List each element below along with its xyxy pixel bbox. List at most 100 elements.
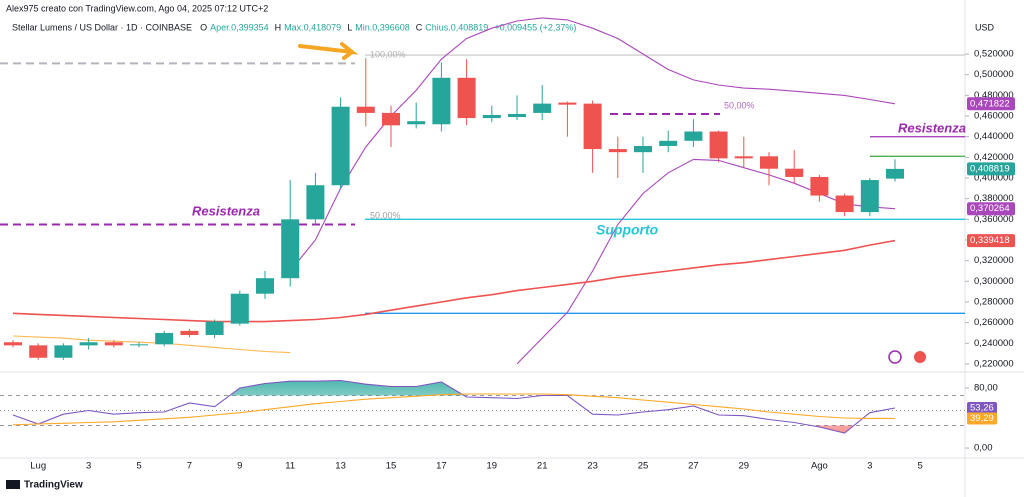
candle-body bbox=[558, 102, 577, 105]
symbol: Stellar Lumens / US Dollar · 1D · COINBA… bbox=[12, 22, 192, 32]
candle-body bbox=[659, 140, 678, 146]
quote-value: Max.0,418079 bbox=[284, 22, 341, 32]
candle-body bbox=[583, 103, 602, 150]
x-tick-label: 23 bbox=[587, 461, 598, 472]
y-tick-label: 0,300000 bbox=[974, 276, 1014, 287]
overbought-fill bbox=[13, 380, 895, 396]
x-tick-label: 5 bbox=[918, 461, 923, 472]
price-badge bbox=[967, 162, 1015, 176]
x-tick-label: 9 bbox=[237, 461, 242, 472]
candle-body bbox=[608, 149, 627, 153]
annotation: 100,00% bbox=[370, 49, 406, 59]
x-tick-label: 3 bbox=[867, 461, 872, 472]
candle-body bbox=[860, 180, 879, 213]
candle-body bbox=[29, 345, 48, 358]
candle-body bbox=[205, 321, 224, 336]
price-badge-label: 0,370264 bbox=[970, 203, 1010, 214]
annotation: Supporto bbox=[596, 222, 659, 238]
arrow bbox=[298, 42, 359, 60]
indicator-line bbox=[12, 239, 896, 323]
y-tick-label: 0,500000 bbox=[974, 69, 1014, 80]
annotation: Resistenza bbox=[192, 203, 260, 218]
rsi-badge-label: 39,29 bbox=[970, 413, 994, 424]
quote-key: H bbox=[275, 22, 282, 32]
x-tick-label: 3 bbox=[86, 461, 91, 472]
price-badge-label: 0,408819 bbox=[970, 163, 1010, 174]
candle-body bbox=[331, 106, 350, 186]
y-tick-label: 80,00 bbox=[974, 382, 998, 393]
tv-logo bbox=[6, 480, 20, 489]
quote-value: Min.0,396608 bbox=[355, 22, 410, 32]
candle-body bbox=[306, 185, 325, 220]
y-tick-label: 0,360000 bbox=[974, 214, 1014, 225]
annotation: 50,00% bbox=[724, 100, 755, 110]
candle-body bbox=[734, 156, 753, 159]
event-icon[interactable] bbox=[888, 350, 902, 364]
rsi-badge bbox=[967, 402, 997, 415]
indicator-line bbox=[516, 158, 896, 365]
y-tick-label: 0,260000 bbox=[974, 317, 1014, 328]
candle-body bbox=[382, 112, 400, 126]
candle-body bbox=[281, 219, 300, 279]
currency: USD bbox=[975, 22, 995, 32]
x-tick-label: 5 bbox=[136, 461, 141, 472]
y-tick-label: 0,440000 bbox=[974, 131, 1014, 142]
rsi-line bbox=[12, 379, 896, 434]
y-tick-label: 0,320000 bbox=[974, 255, 1014, 266]
candle-body bbox=[79, 342, 98, 346]
x-tick-label: 17 bbox=[436, 461, 447, 472]
price-badge-label: 0,339418 bbox=[970, 235, 1010, 246]
rsi-badge-label: 53,26 bbox=[970, 403, 994, 414]
candle-body bbox=[684, 131, 703, 141]
candle-body bbox=[709, 131, 728, 159]
candle-body bbox=[155, 332, 174, 345]
quote-change: +0,009455 (+2,37%) bbox=[494, 22, 576, 32]
price-pane bbox=[0, 17, 965, 365]
quote-key: L bbox=[347, 22, 352, 32]
candle-body bbox=[432, 77, 451, 125]
y-tick-label: 0,420000 bbox=[974, 152, 1014, 163]
y-tick-label: 0,380000 bbox=[974, 193, 1014, 204]
candle-body bbox=[230, 293, 249, 324]
quote-key: C bbox=[416, 22, 423, 32]
candle-body bbox=[886, 168, 904, 179]
x-tick-label: 25 bbox=[638, 461, 649, 472]
rsi-line bbox=[12, 393, 896, 426]
candle-body bbox=[835, 195, 854, 213]
candle-body bbox=[533, 103, 552, 113]
price-badge-label: 0,471822 bbox=[970, 98, 1010, 109]
flag-icon[interactable] bbox=[914, 351, 926, 363]
quote-key: O bbox=[200, 22, 207, 32]
x-tick-label: 19 bbox=[487, 461, 498, 472]
candle-body bbox=[180, 330, 199, 336]
x-tick-label: 21 bbox=[537, 461, 548, 472]
y-tick-label: 0,240000 bbox=[974, 338, 1014, 349]
x-tick-label: Lug bbox=[30, 461, 46, 472]
price-badge bbox=[967, 234, 1015, 248]
x-tick-label: 13 bbox=[335, 461, 346, 472]
x-tick-label: 7 bbox=[187, 461, 192, 472]
candle-body bbox=[760, 156, 778, 169]
x-tick-label: 27 bbox=[688, 461, 699, 472]
y-tick-label: 0,400000 bbox=[974, 173, 1014, 184]
indicator-line bbox=[12, 335, 291, 354]
price-badge bbox=[967, 97, 1015, 111]
quote-value: Chius.0,408819 bbox=[425, 22, 488, 32]
y-tick-label: 0,220000 bbox=[974, 358, 1014, 369]
candle-body bbox=[457, 77, 476, 119]
x-tick-label: 29 bbox=[739, 461, 750, 472]
y-tick-label: 0,00 bbox=[974, 443, 993, 454]
quote-value: Aper.0,399354 bbox=[210, 22, 269, 32]
candle-body bbox=[4, 342, 22, 346]
y-tick-label: 0,480000 bbox=[974, 90, 1014, 101]
candle-body bbox=[104, 342, 123, 346]
candle-body bbox=[356, 106, 375, 113]
rsi-badge bbox=[967, 412, 997, 425]
y-tick-label: 0,460000 bbox=[974, 111, 1014, 122]
y-tick-label: 0,280000 bbox=[974, 296, 1014, 307]
brand: TradingView bbox=[24, 480, 83, 491]
x-tick-label: Ago bbox=[811, 461, 828, 472]
y-tick-label: 0,520000 bbox=[974, 49, 1014, 60]
price-badge bbox=[967, 202, 1015, 216]
